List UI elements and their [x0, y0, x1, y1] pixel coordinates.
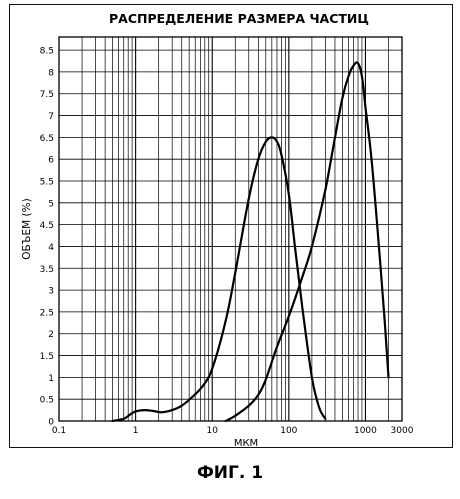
y-tick-label: 4.5 — [40, 221, 54, 231]
y-tick-label: 0.5 — [40, 396, 54, 406]
data-curves — [111, 61, 390, 423]
y-tick-label: 8.5 — [40, 47, 54, 57]
figure-frame — [9, 4, 453, 448]
grid — [59, 37, 402, 421]
y-tick-label: 5 — [48, 199, 54, 209]
x-tick-label: 10 — [206, 426, 218, 436]
y-tick-label: 7 — [48, 112, 54, 122]
figure-caption: ФИГ. 1 — [196, 463, 264, 483]
x-tick-label: 1 — [133, 426, 139, 436]
y-tick-label: 2.5 — [40, 308, 54, 318]
y-tick-label: 3.5 — [40, 265, 54, 275]
x-tick-label: 0.1 — [52, 426, 66, 436]
x-tick-label: 1000 — [354, 426, 377, 436]
y-tick-label: 6 — [48, 156, 54, 166]
plot-area — [58, 36, 403, 422]
x-tick-label: 100 — [280, 426, 297, 436]
y-tick-label: 1 — [48, 374, 54, 384]
y-tick-label: 6.5 — [40, 134, 54, 144]
y-tick-label: 4 — [48, 243, 54, 253]
y-axis-ticks: 0 0.5 1 1.5 2 2.5 3 3.5 4 4.5 5 5.5 6 6.5 7 7.5 8 8.5 — [40, 47, 55, 428]
chart-title: РАСПРЕДЕЛЕНИЕ РАЗМЕРА ЧАСТИЦ — [109, 11, 369, 26]
y-tick-label: 0 — [48, 418, 54, 428]
y-tick-label: 5.5 — [40, 178, 54, 188]
y-tick-label: 1.5 — [40, 352, 54, 362]
series-line-1 — [111, 136, 327, 423]
x-tick-label: 3000 — [391, 426, 414, 436]
y-tick-label: 2 — [48, 330, 54, 340]
x-axis-label: МКМ — [234, 438, 258, 449]
y-tick-label: 7.5 — [40, 90, 54, 100]
series-line-2 — [224, 61, 390, 423]
x-axis-ticks: 0.1 1 10 100 1000 3000 — [52, 426, 414, 436]
y-tick-label: 3 — [48, 287, 54, 297]
y-tick-label: 8 — [48, 68, 54, 78]
y-axis-label: ОБЪЕМ (%) — [21, 198, 33, 259]
chart: РАСПРЕДЕЛЕНИЕ РАЗМЕРА ЧАСТИЦ 0 0.5 1 1.5 2 2.… — [21, 11, 414, 449]
